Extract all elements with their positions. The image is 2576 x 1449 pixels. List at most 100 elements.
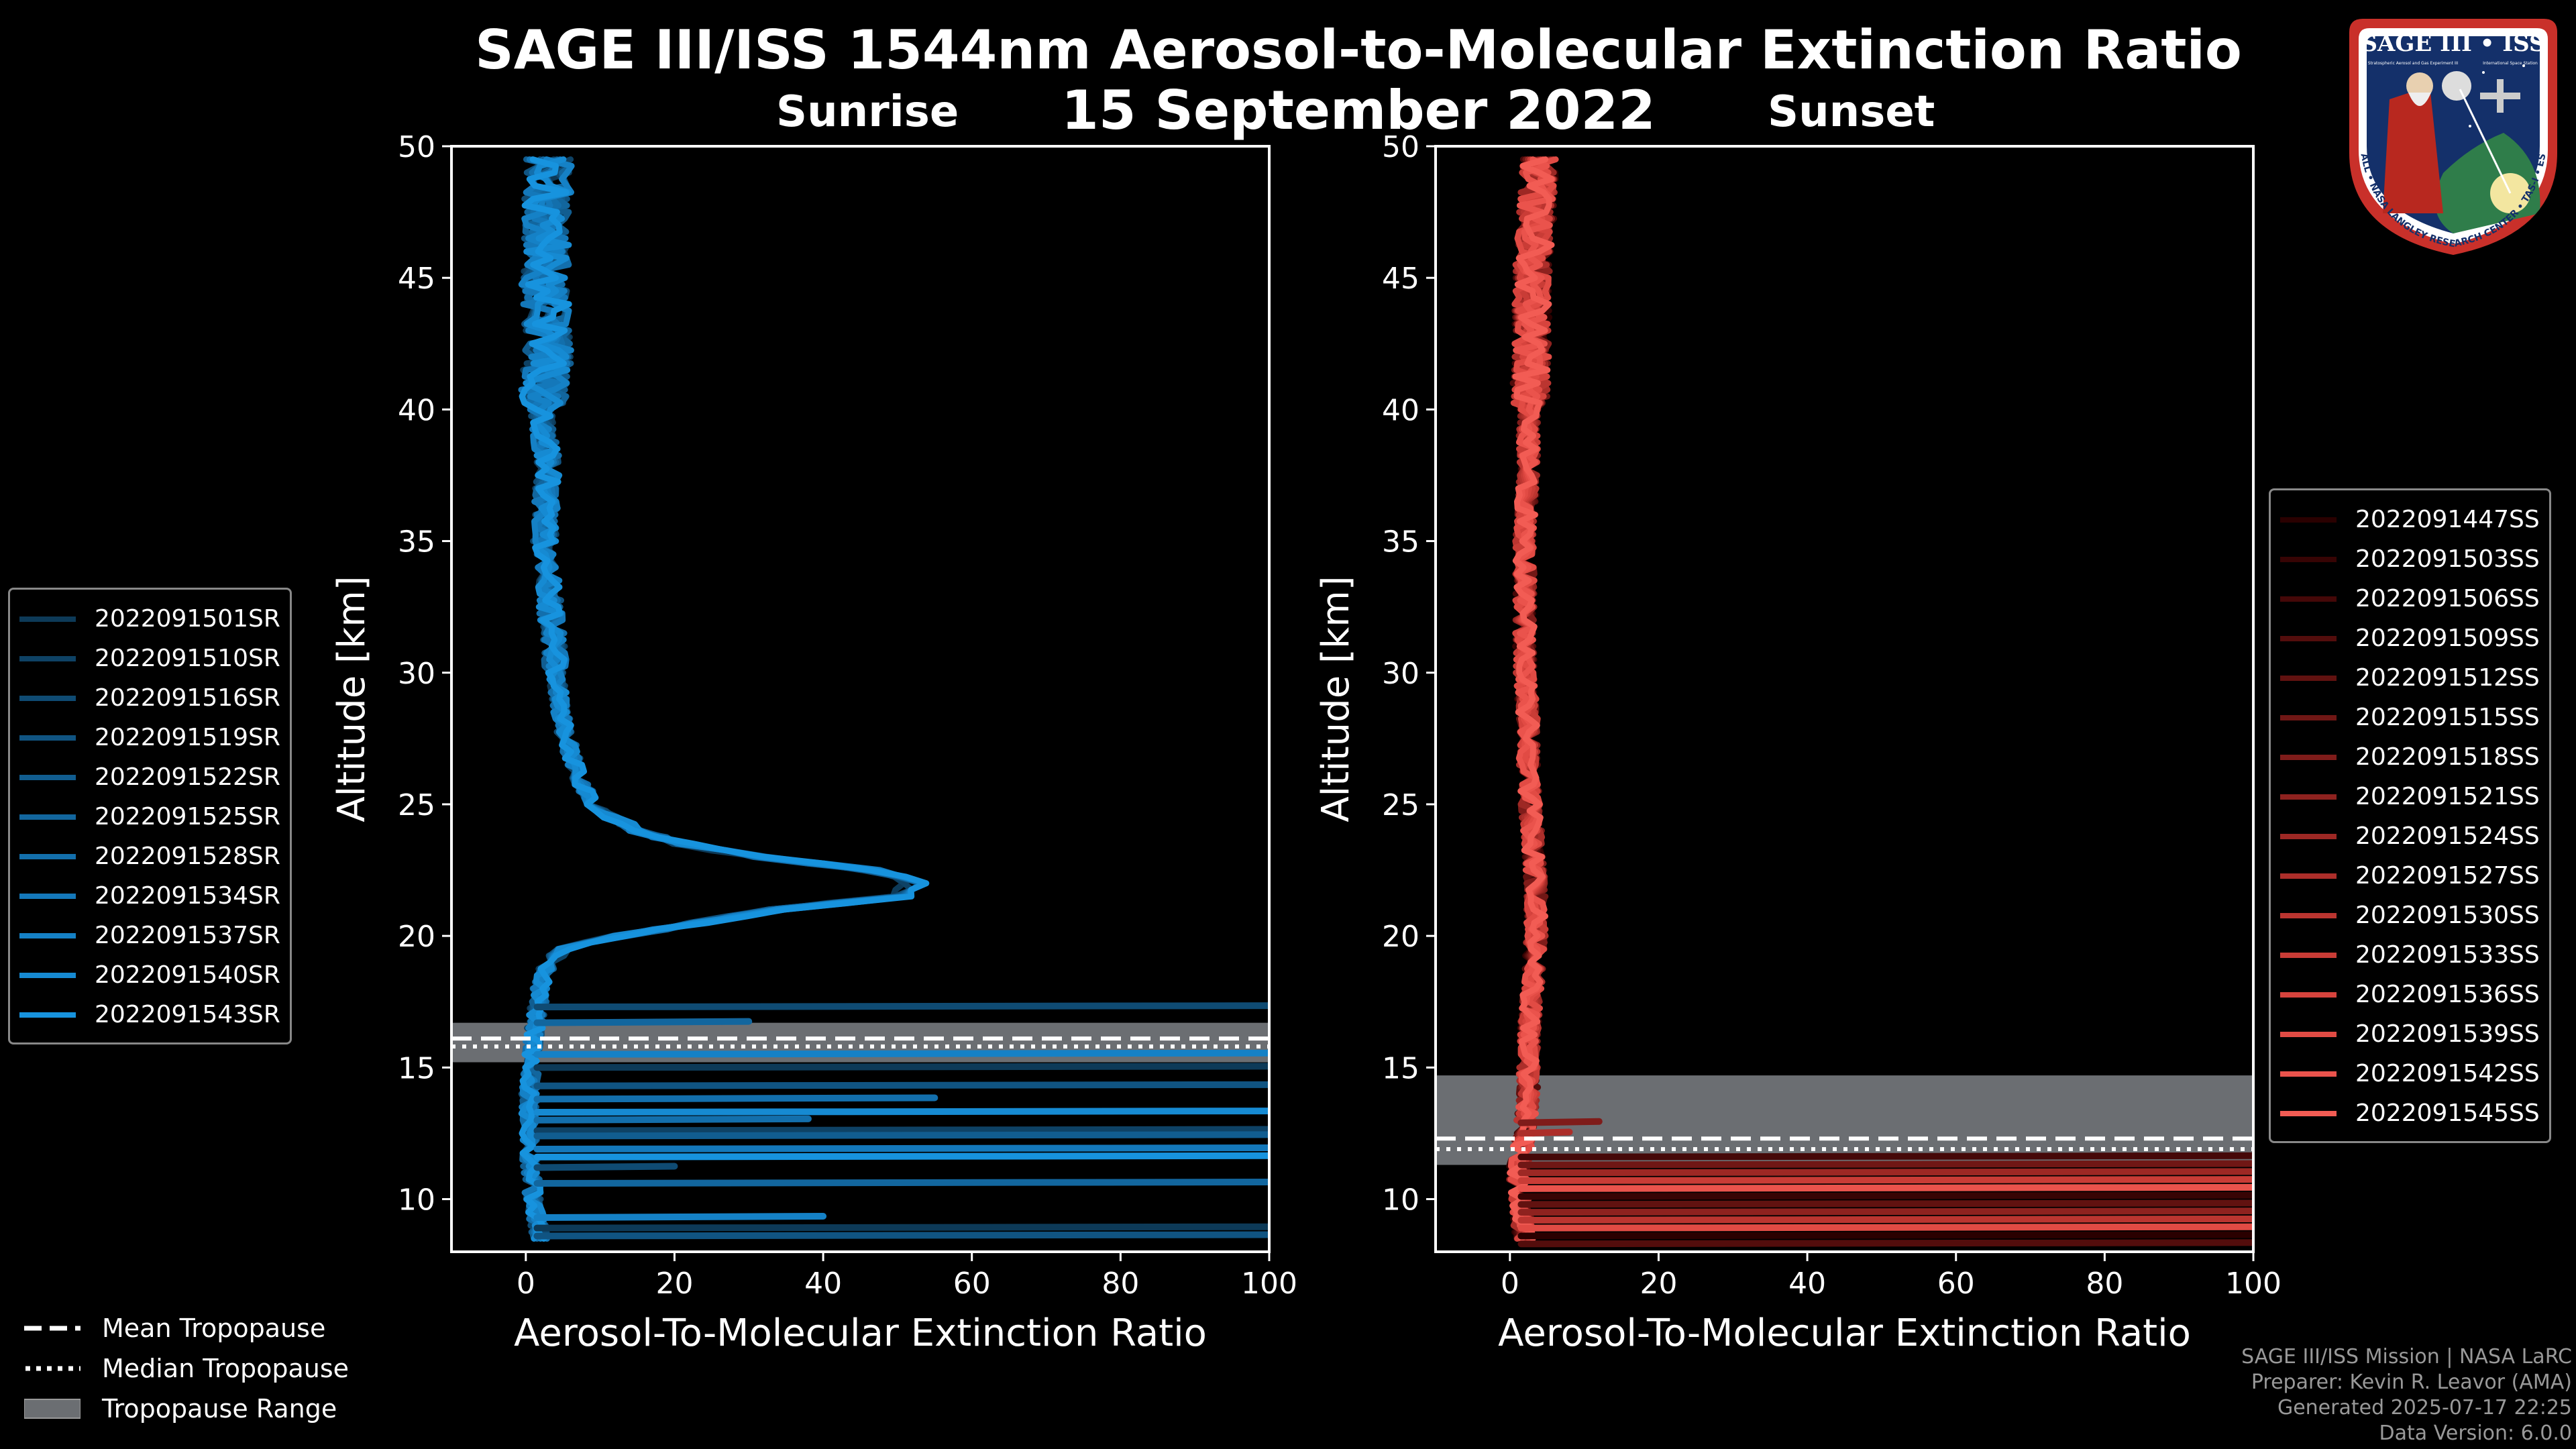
x-tick-label: 0 [1501, 1267, 1519, 1301]
y-tick-label: 25 [1382, 788, 1419, 822]
legend-label: 2022091515SS [2355, 704, 2540, 731]
legend-item-2022091506SS: 2022091506SS [2280, 579, 2540, 619]
y-tick-label: 40 [398, 393, 435, 427]
legend-label: 2022091447SS [2355, 506, 2540, 533]
dotted-line-icon [25, 1366, 80, 1371]
footer-preparer: Preparer: Kevin R. Leavor (AMA) [2251, 1371, 2572, 1394]
legend-label: 2022091522SR [95, 763, 280, 791]
profile-spike-line [533, 1179, 1269, 1187]
legend-item-2022091519SR: 2022091519SR [19, 718, 280, 757]
legend-swatch [2280, 635, 2337, 641]
profile-spike-line [1517, 1223, 2253, 1232]
legend-item-2022091516SR: 2022091516SR [19, 678, 280, 718]
legend-item-2022091527SS: 2022091527SS [2280, 856, 2540, 896]
legend-label: 2022091524SS [2355, 822, 2540, 850]
y-tick-label: 45 [1382, 262, 1419, 296]
profile-spike-line [533, 1131, 1269, 1140]
legend-swatch [2280, 1071, 2337, 1077]
sunset-legend: 2022091447SS 2022091503SS 2022091506SS 2022… [2269, 488, 2551, 1143]
profile-spike-line [533, 1018, 753, 1026]
y-tick-label: 30 [398, 657, 435, 691]
legend-label: 2022091534SR [95, 882, 280, 910]
legend-swatch [2280, 1110, 2337, 1116]
legend-swatch [19, 972, 76, 978]
legend-swatch [2280, 1031, 2337, 1037]
sunrise-legend: 2022091501SR 2022091510SR 2022091516SR 2022… [8, 588, 292, 1044]
x-tick-label: 40 [804, 1267, 842, 1301]
profile-spike-line [533, 1126, 1269, 1134]
profile-spike-line [533, 1213, 827, 1221]
y-tick-label: 40 [1382, 393, 1419, 427]
x-tick-label: 100 [2225, 1267, 2282, 1301]
legend-swatch [2280, 517, 2337, 523]
legend-item-2022091521SS: 2022091521SS [2280, 777, 2540, 816]
legend-swatch [2280, 833, 2337, 839]
y-tick-label: 20 [398, 920, 435, 954]
y-tick-label: 10 [1382, 1183, 1419, 1218]
legend-label: 2022091543SR [95, 1001, 280, 1028]
profile-line-2022091534SR [518, 156, 928, 1242]
legend-label: 2022091521SS [2355, 783, 2540, 810]
legend-item-2022091524SS: 2022091524SS [2280, 816, 2540, 856]
profile-line-2022091525SR [520, 156, 926, 1242]
logo-subtitle: Stratospheric Aerosol and Gas Experiment… [2368, 61, 2459, 66]
legend-label: 2022091545SS [2355, 1099, 2540, 1127]
footer-generated: Generated 2025-07-17 22:25 [2277, 1396, 2572, 1419]
chart-title: SAGE III/ISS 1544nm Aerosol-to-Molecular… [475, 19, 2242, 81]
logo-subtitle-2: International Space Station [2483, 61, 2538, 66]
legend-label: Tropopause Range [102, 1394, 337, 1424]
profile-spike-line [533, 1108, 1269, 1116]
profile-line-2022091510SR [519, 156, 915, 1242]
profile-line-2022091522SR [519, 156, 926, 1242]
legend-item-2022091503SS: 2022091503SS [2280, 539, 2540, 579]
legend-label: 2022091518SS [2355, 743, 2540, 771]
legend-swatch [19, 735, 76, 741]
legend-label: 2022091540SR [95, 961, 280, 989]
legend-median-tropopause: Median Tropopause [24, 1348, 349, 1389]
profile-spike-line [1517, 1215, 2253, 1224]
legend-item-2022091539SS: 2022091539SS [2280, 1014, 2540, 1054]
sunrise-panel-title: Sunrise [776, 87, 959, 137]
legend-swatch [19, 893, 76, 899]
legend-item-2022091501SR: 2022091501SR [19, 599, 280, 639]
profile-spike-line [1517, 1118, 1603, 1126]
legend-item-2022091510SR: 2022091510SR [19, 639, 280, 678]
legend-item-2022091522SR: 2022091522SR [19, 757, 280, 797]
x-tick-label: 60 [953, 1267, 991, 1301]
sunset-plot: 0 20 40 60 80 100 10 15 20 25 30 35 40 45 50 Aerosol-To… [1314, 130, 2282, 1355]
y-tick-label: 10 [398, 1183, 435, 1218]
y-tick-label: 30 [1382, 657, 1419, 691]
sunset-plot-area [1436, 156, 2253, 1248]
profile-line-2022091543SR [519, 156, 930, 1242]
profile-line-2022091537SR [518, 156, 928, 1242]
legend-swatch [2280, 556, 2337, 562]
legend-item-2022091509SS: 2022091509SS [2280, 619, 2540, 658]
legend-item-2022091525SR: 2022091525SR [19, 797, 280, 837]
profile-line-2022091501SR [520, 156, 907, 1242]
legend-item-2022091534SR: 2022091534SR [19, 876, 280, 916]
legend-swatch [2280, 952, 2337, 958]
x-tick-label: 80 [2086, 1267, 2123, 1301]
legend-swatch [19, 695, 76, 701]
profile-spike-line [1517, 1239, 2253, 1248]
profile-line-2022091528SR [519, 156, 927, 1242]
legend-swatch [2280, 991, 2337, 998]
legend-label: Mean Tropopause [102, 1313, 326, 1343]
profile-spike-line [533, 1223, 1269, 1232]
profile-line-2022091540SR [518, 156, 929, 1242]
legend-swatch [19, 616, 76, 622]
profile-spike-line [1517, 1183, 2253, 1192]
legend-swatch [19, 774, 76, 780]
y-tick-label: 50 [398, 130, 435, 164]
sage-mission-patch-logo: SAGE III • ISS Stratospheric Aerosol and… [2343, 12, 2557, 255]
y-tick-label: 45 [398, 262, 435, 296]
legend-item-2022091537SR: 2022091537SR [19, 916, 280, 955]
legend-item-2022091533SS: 2022091533SS [2280, 935, 2540, 975]
sunset-panel-title: Sunset [1768, 87, 1935, 137]
profile-spike-line [533, 1094, 938, 1103]
legend-label: 2022091533SS [2355, 941, 2540, 969]
y-tick-label: 15 [1382, 1051, 1419, 1085]
y-tick-label: 15 [398, 1051, 435, 1085]
legend-label: 2022091525SR [95, 803, 280, 830]
legend-label: 2022091527SS [2355, 862, 2540, 890]
